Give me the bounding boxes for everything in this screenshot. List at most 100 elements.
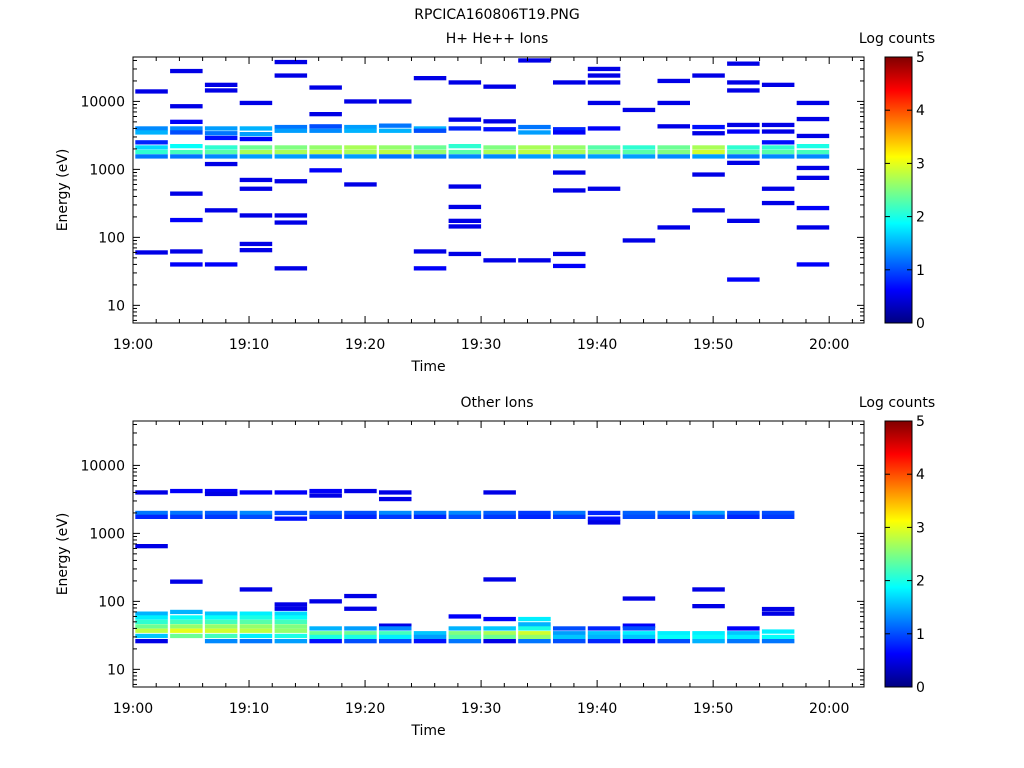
heatmap-cell xyxy=(727,61,760,66)
heatmap-cell xyxy=(657,225,690,230)
heatmap-cell xyxy=(379,128,412,133)
heatmap-cell xyxy=(274,128,308,133)
heatmap-cell xyxy=(379,639,412,644)
heatmap-cell xyxy=(204,491,238,497)
colorbar-tick-label: 1 xyxy=(916,263,925,279)
heatmap-cell xyxy=(448,218,482,223)
heatmap-cell xyxy=(796,175,830,180)
heatmap-cell xyxy=(587,154,621,159)
heatmap-cell xyxy=(518,626,551,631)
colorbar-tick-label: 4 xyxy=(916,103,925,119)
heatmap-cell xyxy=(379,626,412,631)
heatmap-cell xyxy=(483,490,516,495)
y-tick-label: 100 xyxy=(98,230,125,246)
heatmap-cell xyxy=(309,149,342,155)
heatmap-cell xyxy=(483,634,516,640)
heatmap-cell xyxy=(309,493,342,498)
heatmap-cell xyxy=(379,631,412,636)
heatmap-cell xyxy=(587,626,621,631)
heatmap-cell xyxy=(413,145,447,150)
heatmap-cell xyxy=(309,510,342,516)
x-tick-label: 19:20 xyxy=(345,337,385,353)
heatmap-cell xyxy=(204,126,238,131)
heatmap-cell xyxy=(553,639,586,644)
heatmap-cell xyxy=(170,579,203,584)
heatmap-cell xyxy=(692,145,725,150)
heatmap-cell xyxy=(483,145,516,150)
heatmap-cell xyxy=(587,510,621,516)
heatmap-cell xyxy=(692,510,725,516)
heatmap-cell xyxy=(657,100,690,106)
heatmap-cell xyxy=(448,126,482,131)
heatmap-cell xyxy=(448,631,482,636)
colorbar-tick-label: 0 xyxy=(916,316,925,332)
heatmap-cell xyxy=(239,633,273,639)
heatmap-cell xyxy=(518,58,551,63)
heatmap-cell xyxy=(553,170,586,175)
heatmap-cell xyxy=(239,624,273,629)
heatmap-cell xyxy=(657,639,690,644)
heatmap-cell xyxy=(796,154,830,159)
heatmap-cell xyxy=(796,149,830,155)
heatmap-cell xyxy=(448,154,482,159)
heatmap-cell xyxy=(727,631,760,636)
y-axis: 10 100 1000 10000 Energy (eV) xyxy=(55,423,864,685)
heatmap-cell xyxy=(239,154,273,159)
heatmap-cell xyxy=(344,510,377,516)
heatmap-cell xyxy=(170,217,203,223)
heatmap-cell xyxy=(483,119,516,124)
heatmap-cell xyxy=(344,182,377,187)
heatmap-cell xyxy=(170,191,203,196)
heatmap-cell xyxy=(622,623,656,628)
heatmap-cell xyxy=(692,514,725,519)
heatmap-cell xyxy=(239,145,273,150)
heatmap-cell xyxy=(204,208,238,213)
heatmap-cell xyxy=(761,634,795,640)
heatmap-cell xyxy=(239,126,273,131)
heatmap-cell xyxy=(239,149,273,155)
heatmap-cell xyxy=(553,154,586,159)
colorbar-tick-label: 5 xyxy=(916,414,925,430)
heatmap-cell xyxy=(274,633,308,639)
heatmap-cell xyxy=(204,514,238,519)
heatmap-cell xyxy=(587,520,621,525)
heatmap-cell xyxy=(170,488,203,494)
colorbar-label: Log counts xyxy=(859,31,935,47)
heatmap-cell xyxy=(239,490,273,495)
heatmap-cell xyxy=(274,602,308,607)
heatmap-cell xyxy=(448,144,482,149)
heatmap-cell xyxy=(622,639,656,644)
x-tick-label: 19:10 xyxy=(229,701,269,717)
heatmap-cell xyxy=(274,606,308,611)
heatmap-cell xyxy=(448,251,482,257)
heatmap-cell xyxy=(727,639,760,644)
heatmap-cell xyxy=(761,122,795,128)
heatmap-cell xyxy=(135,140,168,145)
heatmap-cell xyxy=(518,258,551,263)
heatmap-cell xyxy=(796,133,830,139)
heatmap-cell xyxy=(239,587,273,592)
heatmap-cell xyxy=(413,631,447,636)
heatmap-cell xyxy=(657,78,690,84)
heatmap-cell xyxy=(239,213,273,218)
heatmap-cell xyxy=(239,514,273,519)
heatmap-cell xyxy=(274,619,308,624)
heatmap-cell xyxy=(796,100,830,106)
heatmap-cell xyxy=(761,140,795,145)
heatmap-cell xyxy=(518,616,551,622)
heatmap-cell xyxy=(448,117,482,122)
heatmap-cell xyxy=(344,514,377,519)
heatmap-cell xyxy=(309,124,342,129)
heatmap-cell xyxy=(274,145,308,150)
heatmap-cell xyxy=(204,615,238,620)
heatmap-cell xyxy=(483,577,516,582)
heatmap-cell xyxy=(657,145,690,150)
heatmap-cell xyxy=(379,496,412,502)
heatmap-cell xyxy=(553,130,586,135)
heatmap-cell xyxy=(204,639,238,644)
x-tick-label: 20:00 xyxy=(809,701,849,717)
x-tick-label: 19:50 xyxy=(693,701,733,717)
heatmap-cell xyxy=(344,154,377,159)
heatmap-cell xyxy=(170,104,203,109)
